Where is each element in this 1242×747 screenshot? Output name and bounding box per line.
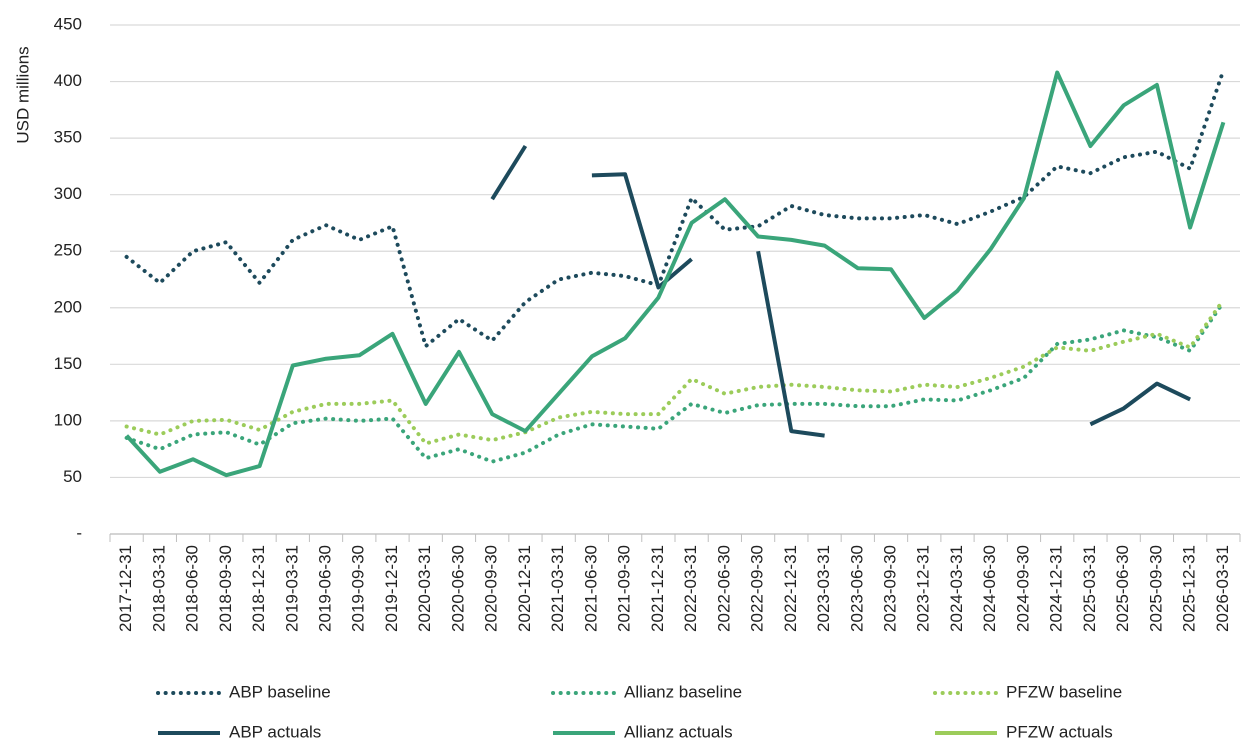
legend-label: ABP actuals: [229, 722, 321, 741]
x-tick-label: 2025-09-30: [1146, 545, 1165, 632]
y-tick-label: -: [76, 523, 82, 542]
x-tick-label: 2023-12-31: [914, 545, 933, 632]
series-line: [756, 250, 825, 438]
legend-label: PFZW actuals: [1006, 722, 1113, 741]
y-tick-label: 200: [54, 297, 82, 316]
legend-label: Allianz actuals: [624, 722, 733, 741]
x-tick-label: 2026-03-31: [1213, 545, 1232, 632]
x-tick-label: 2018-06-30: [183, 545, 202, 632]
x-tick-label: 2025-06-30: [1113, 545, 1132, 632]
x-tick-label: 2022-12-31: [781, 545, 800, 632]
x-tick-label: 2025-12-31: [1180, 545, 1199, 632]
y-tick-label: 400: [54, 71, 82, 90]
legend-label: PFZW baseline: [1006, 682, 1122, 701]
x-tick-label: 2021-09-30: [615, 545, 634, 632]
y-axis-title: USD millions: [13, 46, 32, 143]
series-line: [124, 297, 1226, 446]
y-tick-label: 450: [54, 14, 82, 33]
x-tick-label: 2021-03-31: [548, 545, 567, 632]
x-tick-label: 2022-03-31: [681, 545, 700, 632]
x-tick-label: 2020-09-30: [482, 545, 501, 632]
x-tick-label: 2020-06-30: [448, 545, 467, 632]
x-tick-label: 2021-06-30: [581, 545, 600, 632]
x-tick-label: 2022-09-30: [748, 545, 767, 632]
x-tick-label: 2023-09-30: [881, 545, 900, 632]
y-tick-label: 250: [54, 241, 82, 260]
series-line: [490, 144, 528, 201]
legend-label: Allianz baseline: [624, 682, 742, 701]
series-line: [1089, 381, 1191, 427]
y-tick-label: 100: [54, 410, 82, 429]
x-tick-label: 2025-03-31: [1080, 545, 1099, 632]
y-tick-label: 300: [54, 184, 82, 203]
x-tick-label: 2018-03-31: [149, 545, 168, 632]
x-tick-label: 2024-09-30: [1013, 545, 1032, 632]
y-tick-label: 50: [63, 467, 82, 486]
y-tick-label: 350: [54, 128, 82, 147]
x-tick-label: 2019-09-30: [349, 545, 368, 632]
x-tick-label: 2023-03-31: [814, 545, 833, 632]
x-tick-label: 2024-12-31: [1047, 545, 1066, 632]
x-tick-label: 2024-03-31: [947, 545, 966, 632]
x-tick-label: 2021-12-31: [648, 545, 667, 632]
x-tick-label: 2019-12-31: [382, 545, 401, 632]
x-tick-label: 2018-12-31: [249, 545, 268, 632]
x-tick-label: 2019-06-30: [316, 545, 335, 632]
x-tick-label: 2023-06-30: [847, 545, 866, 632]
x-tick-label: 2017-12-31: [116, 545, 135, 632]
legend-label: ABP baseline: [229, 682, 331, 701]
x-tick-label: 2018-09-30: [216, 545, 235, 632]
x-tick-label: 2020-03-31: [415, 545, 434, 632]
x-tick-label: 2020-12-31: [515, 545, 534, 632]
series-line: [124, 68, 1226, 349]
x-tick-label: 2019-03-31: [282, 545, 301, 632]
x-tick-label: 2024-06-30: [980, 545, 999, 632]
series-line: [124, 300, 1226, 464]
series-line: [591, 172, 693, 290]
y-tick-label: 150: [54, 354, 82, 373]
x-tick-label: 2022-06-30: [714, 545, 733, 632]
series-line: [125, 70, 1226, 478]
